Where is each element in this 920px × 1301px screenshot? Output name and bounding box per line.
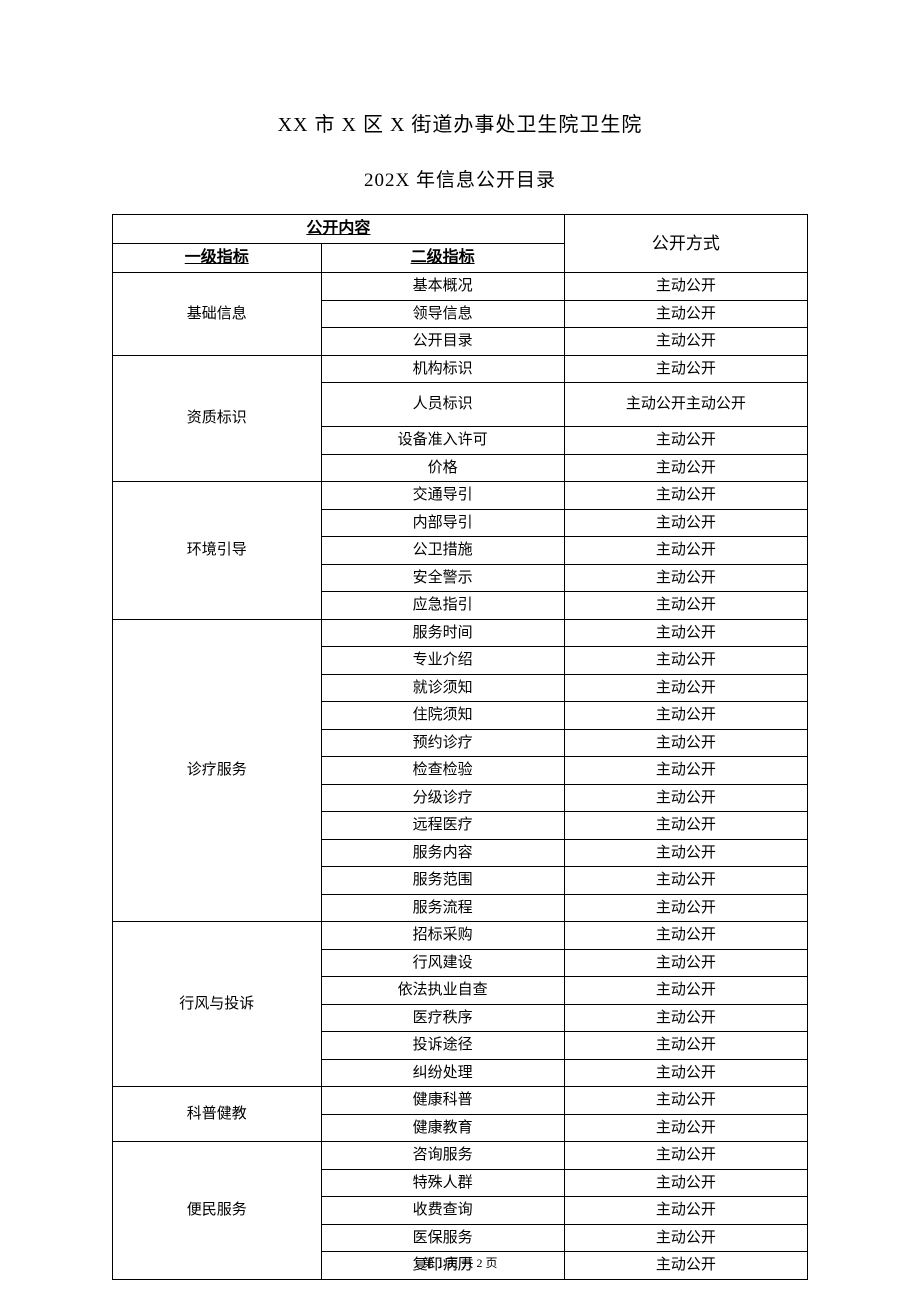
level2-cell: 医保服务 [321,1224,564,1252]
level2-cell: 价格 [321,454,564,482]
level2-cell: 人员标识 [321,383,564,427]
level2-cell: 咨询服务 [321,1142,564,1170]
method-cell: 主动公开 [564,619,807,647]
method-cell: 主动公开 [564,922,807,950]
level2-cell: 就诊须知 [321,674,564,702]
level1-cell: 环境引导 [113,482,322,620]
level2-cell: 领导信息 [321,300,564,328]
page-container: XX 市 X 区 X 街道办事处卫生院卫生院 202X 年信息公开目录 公开内容… [0,0,920,1280]
method-cell: 主动公开主动公开 [564,383,807,427]
method-cell: 主动公开 [564,757,807,785]
method-cell: 主动公开 [564,729,807,757]
level2-cell: 依法执业自查 [321,977,564,1005]
level2-cell: 招标采购 [321,922,564,950]
method-cell: 主动公开 [564,839,807,867]
level2-cell: 健康教育 [321,1114,564,1142]
level1-cell: 基础信息 [113,273,322,356]
level1-cell: 资质标识 [113,355,322,482]
disclosure-table: 公开内容 公开方式 一级指标 二级指标 基础信息基本概况主动公开领导信息主动公开… [112,214,808,1280]
page-footer: 第 1 页 共 2 页 [0,1254,920,1271]
method-cell: 主动公开 [564,1169,807,1197]
table-row: 环境引导交通导引主动公开 [113,482,808,510]
table-body: 基础信息基本概况主动公开领导信息主动公开公开目录主动公开资质标识机构标识主动公开… [113,273,808,1280]
method-cell: 主动公开 [564,977,807,1005]
method-cell: 主动公开 [564,949,807,977]
level2-cell: 内部导引 [321,509,564,537]
method-cell: 主动公开 [564,867,807,895]
level2-cell: 应急指引 [321,592,564,620]
method-cell: 主动公开 [564,564,807,592]
level2-cell: 服务时间 [321,619,564,647]
level2-cell: 预约诊疗 [321,729,564,757]
method-cell: 主动公开 [564,1004,807,1032]
level2-cell: 收费查询 [321,1197,564,1225]
table-row: 基础信息基本概况主动公开 [113,273,808,301]
level2-cell: 医疗秩序 [321,1004,564,1032]
method-cell: 主动公开 [564,784,807,812]
level2-cell: 特殊人群 [321,1169,564,1197]
table-header-level1: 一级指标 [113,244,322,273]
level2-cell: 交通导引 [321,482,564,510]
method-cell: 主动公开 [564,355,807,383]
table-row: 科普健教健康科普主动公开 [113,1087,808,1115]
method-cell: 主动公开 [564,427,807,455]
level2-cell: 服务范围 [321,867,564,895]
table-row: 便民服务咨询服务主动公开 [113,1142,808,1170]
table-row: 诊疗服务服务时间主动公开 [113,619,808,647]
method-cell: 主动公开 [564,482,807,510]
level2-cell: 服务内容 [321,839,564,867]
table-header-method: 公开方式 [564,215,807,273]
method-cell: 主动公开 [564,328,807,356]
level2-cell: 专业介绍 [321,647,564,675]
table-header-level2: 二级指标 [321,244,564,273]
table-header-content: 公开内容 [113,215,565,244]
level2-cell: 基本概况 [321,273,564,301]
document-title-line2: 202X 年信息公开目录 [112,165,808,192]
method-cell: 主动公开 [564,509,807,537]
method-cell: 主动公开 [564,1032,807,1060]
method-cell: 主动公开 [564,537,807,565]
level2-cell: 远程医疗 [321,812,564,840]
level1-cell: 诊疗服务 [113,619,322,922]
level2-cell: 机构标识 [321,355,564,383]
level1-cell: 行风与投诉 [113,922,322,1087]
level2-cell: 检查检验 [321,757,564,785]
level2-cell: 服务流程 [321,894,564,922]
level2-cell: 公开目录 [321,328,564,356]
method-cell: 主动公开 [564,1224,807,1252]
method-cell: 主动公开 [564,812,807,840]
table-row: 行风与投诉招标采购主动公开 [113,922,808,950]
level2-cell: 安全警示 [321,564,564,592]
method-cell: 主动公开 [564,674,807,702]
level2-cell: 纠纷处理 [321,1059,564,1087]
level2-cell: 公卫措施 [321,537,564,565]
level1-cell: 科普健教 [113,1087,322,1142]
level2-cell: 健康科普 [321,1087,564,1115]
document-title-line1: XX 市 X 区 X 街道办事处卫生院卫生院 [112,108,808,137]
level2-cell: 设备准入许可 [321,427,564,455]
method-cell: 主动公开 [564,702,807,730]
method-cell: 主动公开 [564,454,807,482]
method-cell: 主动公开 [564,647,807,675]
method-cell: 主动公开 [564,894,807,922]
method-cell: 主动公开 [564,273,807,301]
method-cell: 主动公开 [564,1114,807,1142]
method-cell: 主动公开 [564,1059,807,1087]
method-cell: 主动公开 [564,300,807,328]
level2-cell: 分级诊疗 [321,784,564,812]
table-row: 资质标识机构标识主动公开 [113,355,808,383]
method-cell: 主动公开 [564,1142,807,1170]
level2-cell: 住院须知 [321,702,564,730]
method-cell: 主动公开 [564,1087,807,1115]
method-cell: 主动公开 [564,592,807,620]
level2-cell: 投诉途径 [321,1032,564,1060]
method-cell: 主动公开 [564,1197,807,1225]
level2-cell: 行风建设 [321,949,564,977]
